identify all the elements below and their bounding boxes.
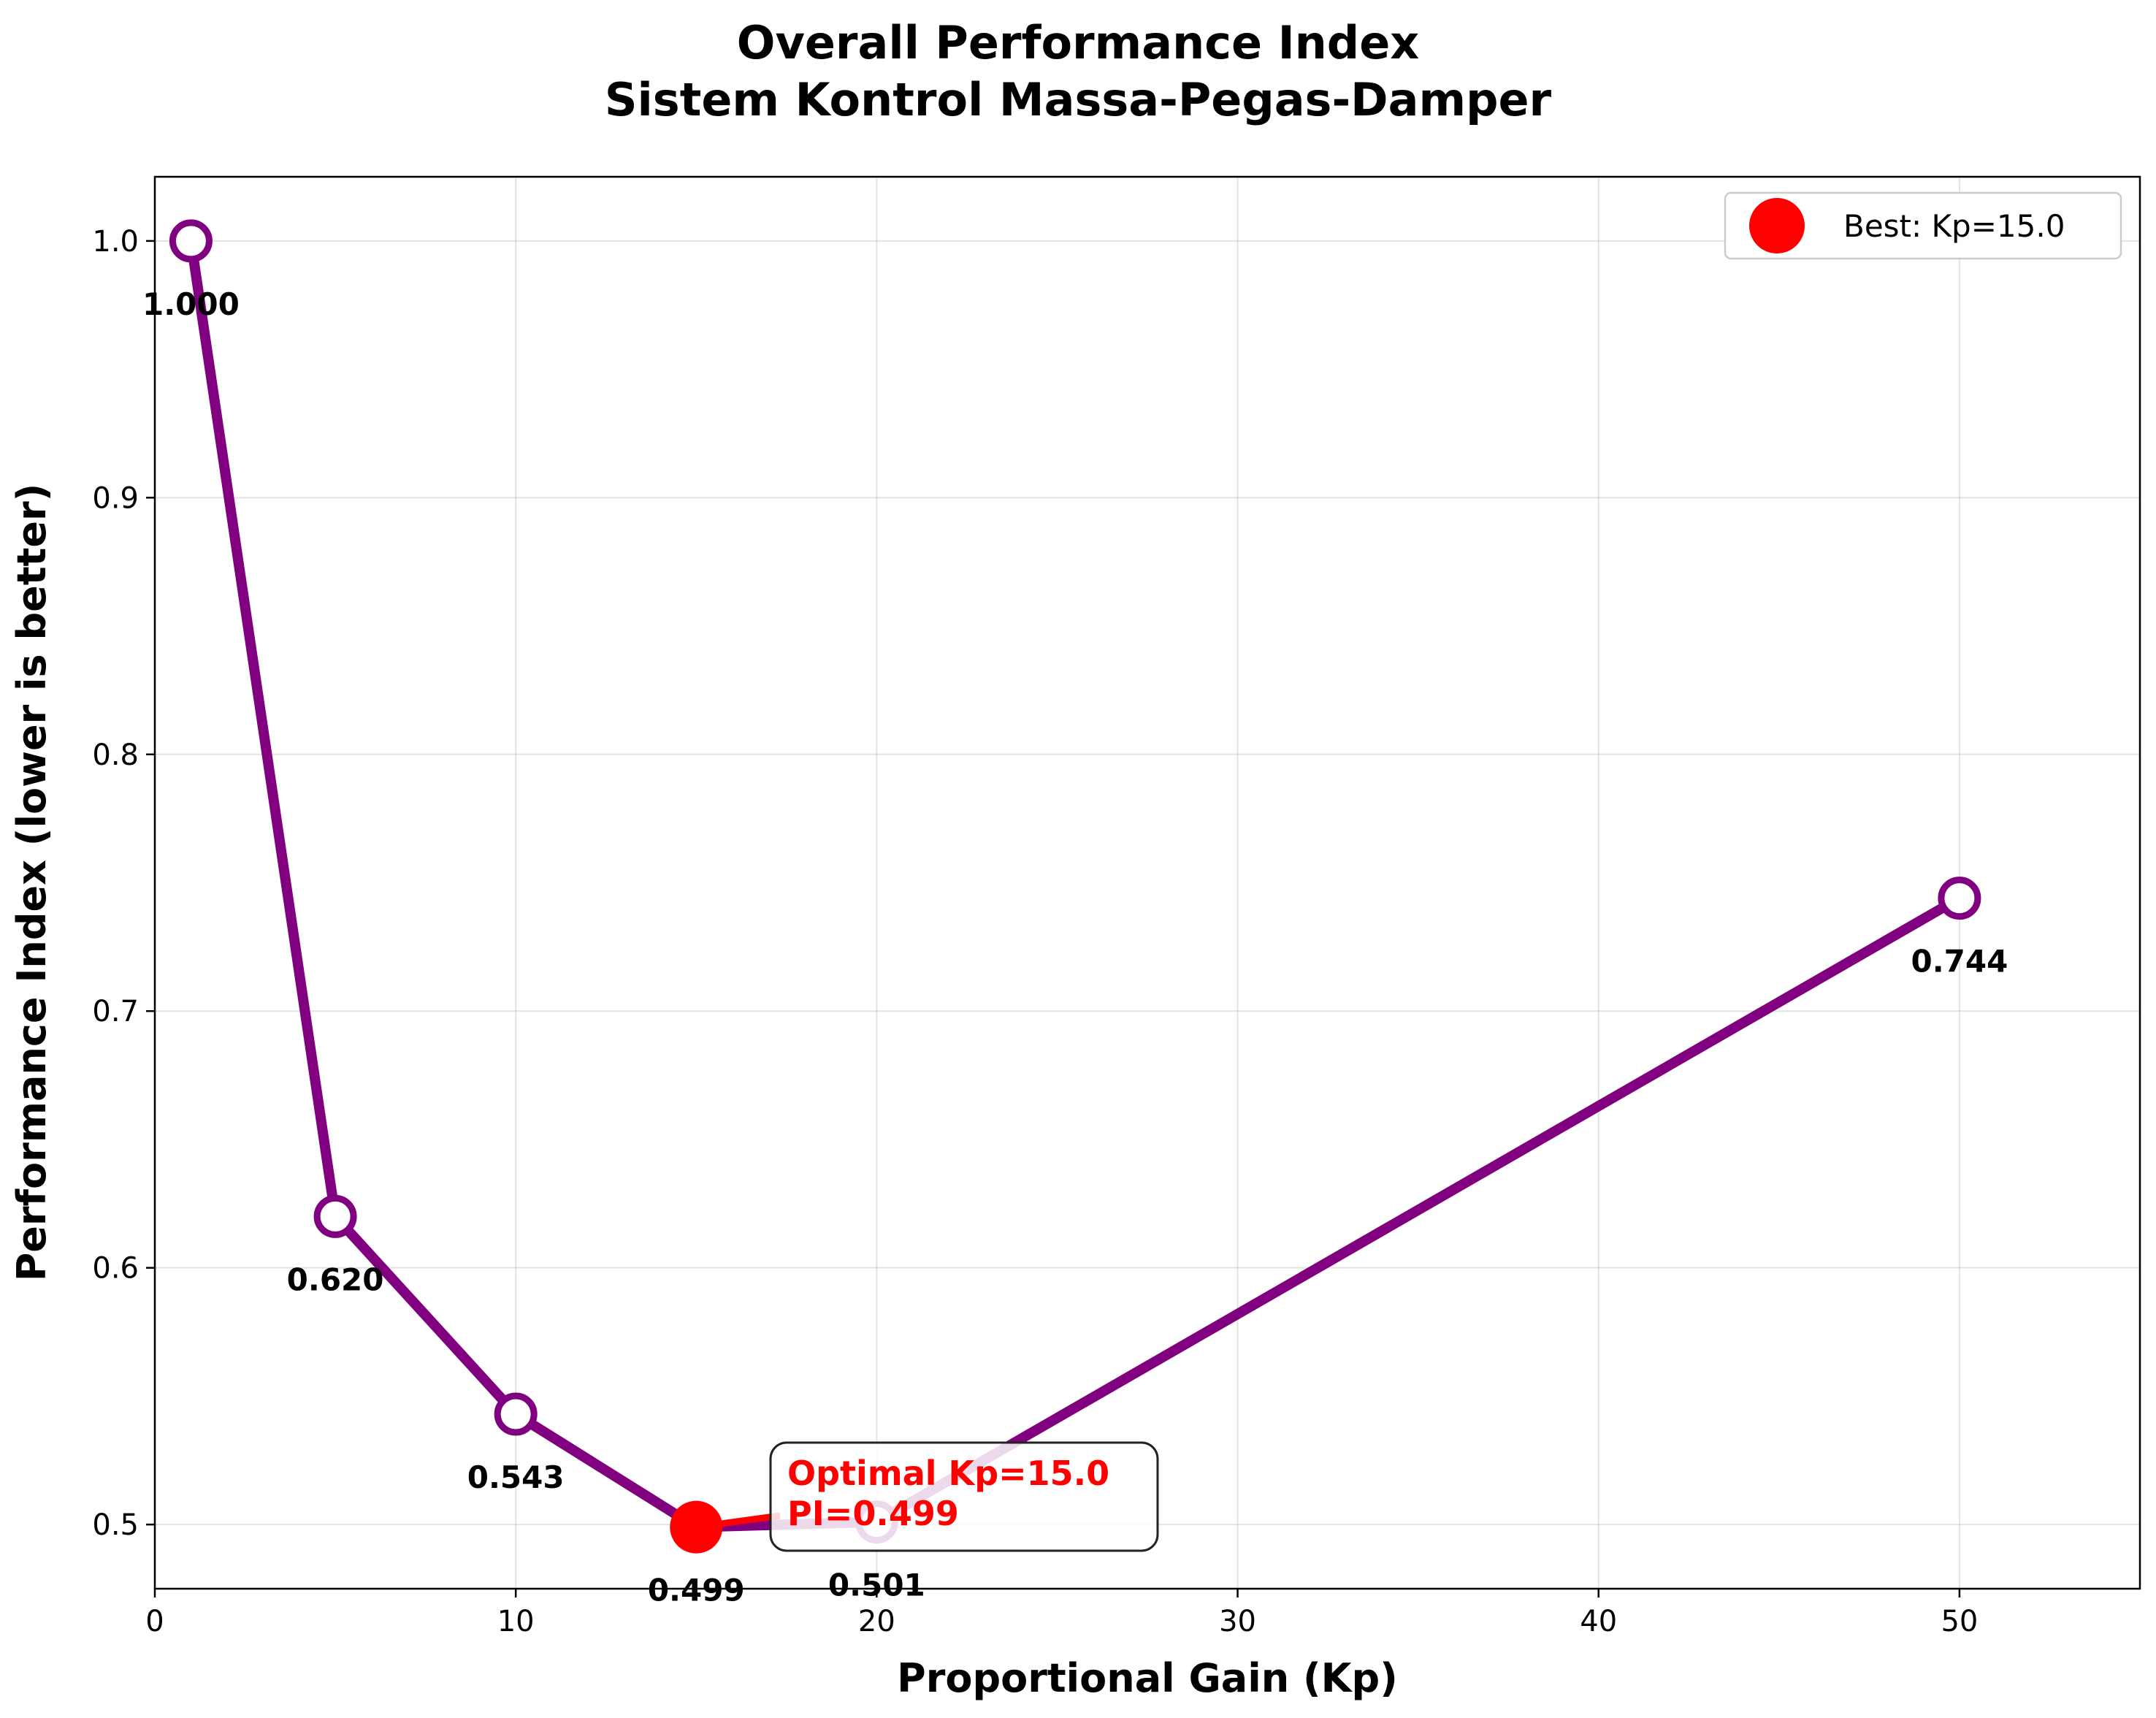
y-tick-label: 0.7 <box>92 995 139 1028</box>
x-tick-label: 10 <box>497 1605 535 1638</box>
grid <box>154 177 2140 1589</box>
legend: Best: Kp=15.0 <box>1724 191 2122 260</box>
data-label-layer: 1.000 0.620 0.543 0.499 0.501 0.744 <box>142 286 2008 1608</box>
data-point-marker <box>313 1194 357 1238</box>
series-line-layer <box>186 235 1965 1532</box>
data-label: 0.620 <box>287 1261 384 1297</box>
y-axis-label: Performance Index (lower is better) <box>9 484 55 1282</box>
y-tick-label: 0.9 <box>92 481 139 515</box>
data-label: 0.744 <box>1911 944 2008 980</box>
chart-title-line1: Overall Performance Index <box>737 16 1419 69</box>
x-tick-label: 50 <box>1941 1605 1978 1638</box>
x-tick-label: 40 <box>1580 1605 1617 1638</box>
x-axis-label: Proportional Gain (Kp) <box>897 1655 1398 1701</box>
data-label: 0.501 <box>828 1568 925 1603</box>
annotation-box-frame <box>769 1441 1159 1552</box>
x-tick-label: 0 <box>145 1605 164 1638</box>
marker-layer <box>169 219 1981 1554</box>
legend-frame <box>1724 191 2122 260</box>
data-point-marker <box>169 219 213 263</box>
annotation-line2: PI=0.499 <box>787 1494 959 1533</box>
annotation-box: Optimal Kp=15.0 PI=0.499 <box>769 1441 1159 1552</box>
data-point-marker <box>1938 877 1981 920</box>
tick-layer: 0 10 20 30 40 50 0.5 0.6 0.7 0.8 0.9 1.0 <box>92 225 1978 1638</box>
y-tick-label: 0.6 <box>92 1252 139 1286</box>
best-point-marker <box>670 1500 723 1554</box>
data-label: 0.543 <box>467 1459 565 1495</box>
data-label: 0.499 <box>648 1573 745 1608</box>
y-tick-label: 1.0 <box>92 225 139 259</box>
data-label: 1.000 <box>142 286 240 322</box>
y-tick-label: 0.5 <box>92 1508 139 1542</box>
annotation-line1: Optimal Kp=15.0 <box>787 1454 1109 1493</box>
y-tick-label: 0.8 <box>92 738 139 772</box>
chart-title-line2: Sistem Kontrol Massa-Pegas-Damper <box>605 73 1552 126</box>
legend-best-marker <box>1749 198 1805 253</box>
data-point-marker <box>494 1392 538 1436</box>
x-tick-label: 20 <box>858 1605 895 1638</box>
x-tick-label: 30 <box>1219 1605 1256 1638</box>
plot-frame <box>153 175 2141 1590</box>
legend-label: Best: Kp=15.0 <box>1843 208 2065 244</box>
series-line <box>186 235 1965 1532</box>
